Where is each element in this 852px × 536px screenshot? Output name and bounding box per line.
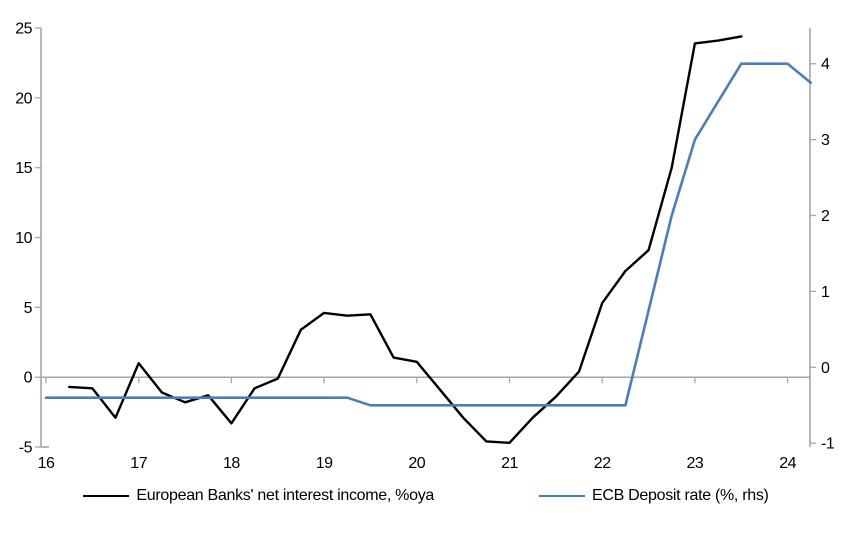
- x-tick-label: 19: [316, 455, 333, 472]
- x-tick-label: 24: [779, 455, 796, 472]
- ecb-line-swatch: [539, 495, 586, 497]
- legend-label-nii: European Banks' net interest income, %oy…: [136, 487, 435, 504]
- right-tick-label: 3: [821, 132, 830, 149]
- series-line-1: [44, 62, 813, 407]
- x-tick-label: 17: [130, 455, 147, 472]
- x-tick-label: 21: [501, 455, 518, 472]
- series-line-0: [67, 35, 743, 444]
- left-tick-label: 0: [24, 370, 33, 387]
- x-tick-label: 22: [594, 455, 611, 472]
- x-tick-label: 20: [408, 455, 425, 472]
- left-tick-label: 20: [15, 90, 32, 107]
- right-tick-label: 2: [821, 208, 830, 225]
- legend-item-nii: European Banks' net interest income, %oy…: [83, 487, 434, 505]
- left-tick-label: 15: [15, 160, 32, 177]
- chart-legend: European Banks' net interest income, %oy…: [0, 487, 852, 505]
- left-tick-label: 25: [15, 21, 32, 38]
- legend-label-ecb: ECB Deposit rate (%, rhs): [592, 487, 769, 504]
- x-tick-label: 23: [687, 455, 704, 472]
- right-tick-label: 1: [821, 284, 830, 301]
- left-tick-label: 5: [24, 300, 33, 317]
- left-tick-label: -5: [19, 440, 33, 457]
- x-tick-label: 18: [223, 455, 240, 472]
- right-tick-label: 4: [821, 56, 830, 73]
- legend-item-ecb: ECB Deposit rate (%, rhs): [539, 487, 769, 505]
- x-tick-label: 16: [38, 455, 55, 472]
- right-tick-label: -1: [821, 436, 835, 453]
- left-tick-label: 10: [15, 230, 32, 247]
- nii-line-swatch: [83, 495, 130, 497]
- right-tick-label: 0: [821, 360, 830, 377]
